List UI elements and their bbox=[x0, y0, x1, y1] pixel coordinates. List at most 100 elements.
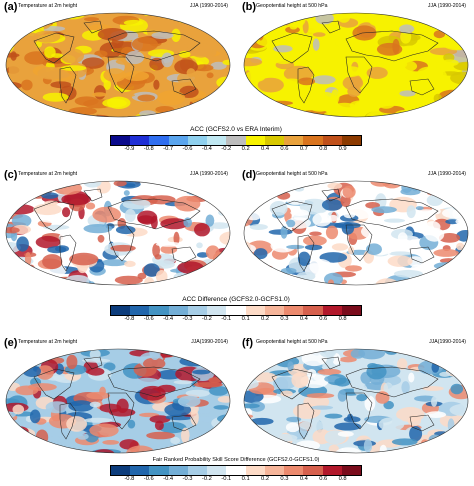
field-patch bbox=[438, 275, 456, 280]
field-patch bbox=[158, 422, 187, 434]
field-patch bbox=[371, 206, 397, 214]
field-patch bbox=[375, 391, 390, 404]
field-patch bbox=[254, 372, 277, 383]
field-patch bbox=[138, 243, 149, 258]
map-outline bbox=[243, 348, 469, 454]
colorbar-swatch bbox=[341, 466, 362, 475]
field-patch bbox=[149, 57, 165, 71]
field-patch bbox=[321, 199, 343, 211]
field-patch bbox=[144, 277, 155, 285]
field-patch bbox=[453, 277, 468, 285]
field-patch bbox=[277, 191, 291, 200]
field-patch bbox=[219, 231, 230, 246]
field-patch bbox=[14, 16, 41, 25]
field-patch bbox=[433, 30, 446, 39]
field-patch bbox=[309, 259, 333, 275]
colorbar-tick-label: 0.6 bbox=[319, 316, 328, 322]
field-patch bbox=[33, 203, 62, 216]
field-patch bbox=[453, 61, 468, 71]
coastline bbox=[171, 78, 197, 96]
field-patch bbox=[68, 107, 97, 116]
field-patch bbox=[269, 444, 295, 453]
field-patch bbox=[15, 277, 38, 285]
field-patch bbox=[170, 436, 181, 445]
field-patch bbox=[97, 234, 105, 243]
field-patch bbox=[84, 417, 113, 423]
field-patch bbox=[334, 377, 351, 387]
field-patch bbox=[270, 274, 282, 285]
field-patch bbox=[433, 248, 459, 257]
field-patch bbox=[383, 400, 394, 410]
coastline bbox=[171, 246, 197, 264]
field-patch bbox=[30, 181, 49, 185]
field-patch bbox=[253, 248, 268, 260]
field-patch bbox=[154, 254, 162, 260]
field-patch bbox=[406, 205, 416, 219]
field-patch bbox=[36, 365, 54, 380]
field-patch bbox=[271, 434, 298, 442]
field-patch bbox=[192, 369, 211, 375]
field-patch bbox=[401, 381, 410, 394]
colorbar-swatch bbox=[303, 306, 323, 315]
field-patch bbox=[244, 110, 257, 117]
colorbar-swatch bbox=[149, 306, 169, 315]
colorbar-tick-label: 0.6 bbox=[280, 146, 289, 152]
colorbar-swatch bbox=[226, 136, 246, 145]
colorbar-title: ACC (GCFS2.0 vs ERA Interim) bbox=[190, 126, 282, 133]
field-patch bbox=[89, 423, 119, 438]
field-patch bbox=[244, 103, 255, 117]
panel-title-right: JJA (1990-2014) bbox=[189, 3, 228, 9]
field-patch bbox=[197, 181, 224, 187]
field-patch bbox=[177, 349, 204, 359]
field-patch bbox=[200, 188, 230, 198]
panel-title-right: JJA(1990-2014) bbox=[191, 339, 228, 345]
field-patch bbox=[257, 77, 284, 93]
coastline bbox=[409, 414, 435, 432]
field-patch bbox=[345, 265, 362, 272]
field-patch bbox=[273, 45, 293, 53]
field-patch bbox=[414, 13, 434, 23]
field-patch bbox=[45, 401, 69, 414]
colorbar-tick-label: -0.2 bbox=[201, 476, 212, 482]
colorbar-swatch bbox=[149, 136, 169, 145]
field-patch bbox=[252, 181, 268, 186]
field-patch bbox=[432, 14, 445, 28]
field-patch bbox=[245, 266, 263, 281]
colorbar-swatch bbox=[303, 466, 323, 475]
field-patch bbox=[204, 438, 230, 445]
field-patch bbox=[191, 28, 200, 36]
field-patch bbox=[245, 267, 254, 275]
field-patch bbox=[83, 224, 113, 234]
coastline bbox=[297, 234, 315, 272]
field-patch bbox=[8, 439, 17, 453]
map-outline bbox=[5, 180, 231, 286]
field-patch bbox=[122, 198, 151, 210]
colorbar-tick-label: -0.4 bbox=[163, 316, 174, 322]
field-patch bbox=[415, 209, 437, 215]
field-patch bbox=[8, 279, 20, 285]
field-patch bbox=[295, 440, 320, 451]
field-patch bbox=[205, 181, 224, 188]
colorbar-swatch bbox=[322, 136, 342, 145]
field-patch bbox=[21, 79, 33, 91]
field-patch bbox=[65, 275, 90, 285]
field-patch bbox=[69, 19, 82, 32]
field-patch bbox=[441, 274, 455, 283]
coastline bbox=[59, 66, 77, 104]
field-patch bbox=[113, 181, 127, 187]
field-patch bbox=[285, 422, 300, 433]
colorbar-swatch bbox=[284, 306, 304, 315]
field-patch bbox=[448, 95, 455, 108]
field-patch bbox=[12, 190, 27, 206]
field-patch bbox=[244, 98, 257, 104]
field-patch bbox=[149, 349, 161, 360]
panel-label: (a) bbox=[4, 1, 18, 13]
field-patch bbox=[439, 371, 451, 377]
field-patch bbox=[327, 182, 343, 190]
field-patch bbox=[251, 33, 258, 40]
field-patch bbox=[123, 19, 144, 26]
field-patch bbox=[422, 386, 444, 391]
field-patch bbox=[260, 449, 288, 453]
field-patch bbox=[399, 90, 416, 97]
field-patch bbox=[194, 436, 219, 453]
